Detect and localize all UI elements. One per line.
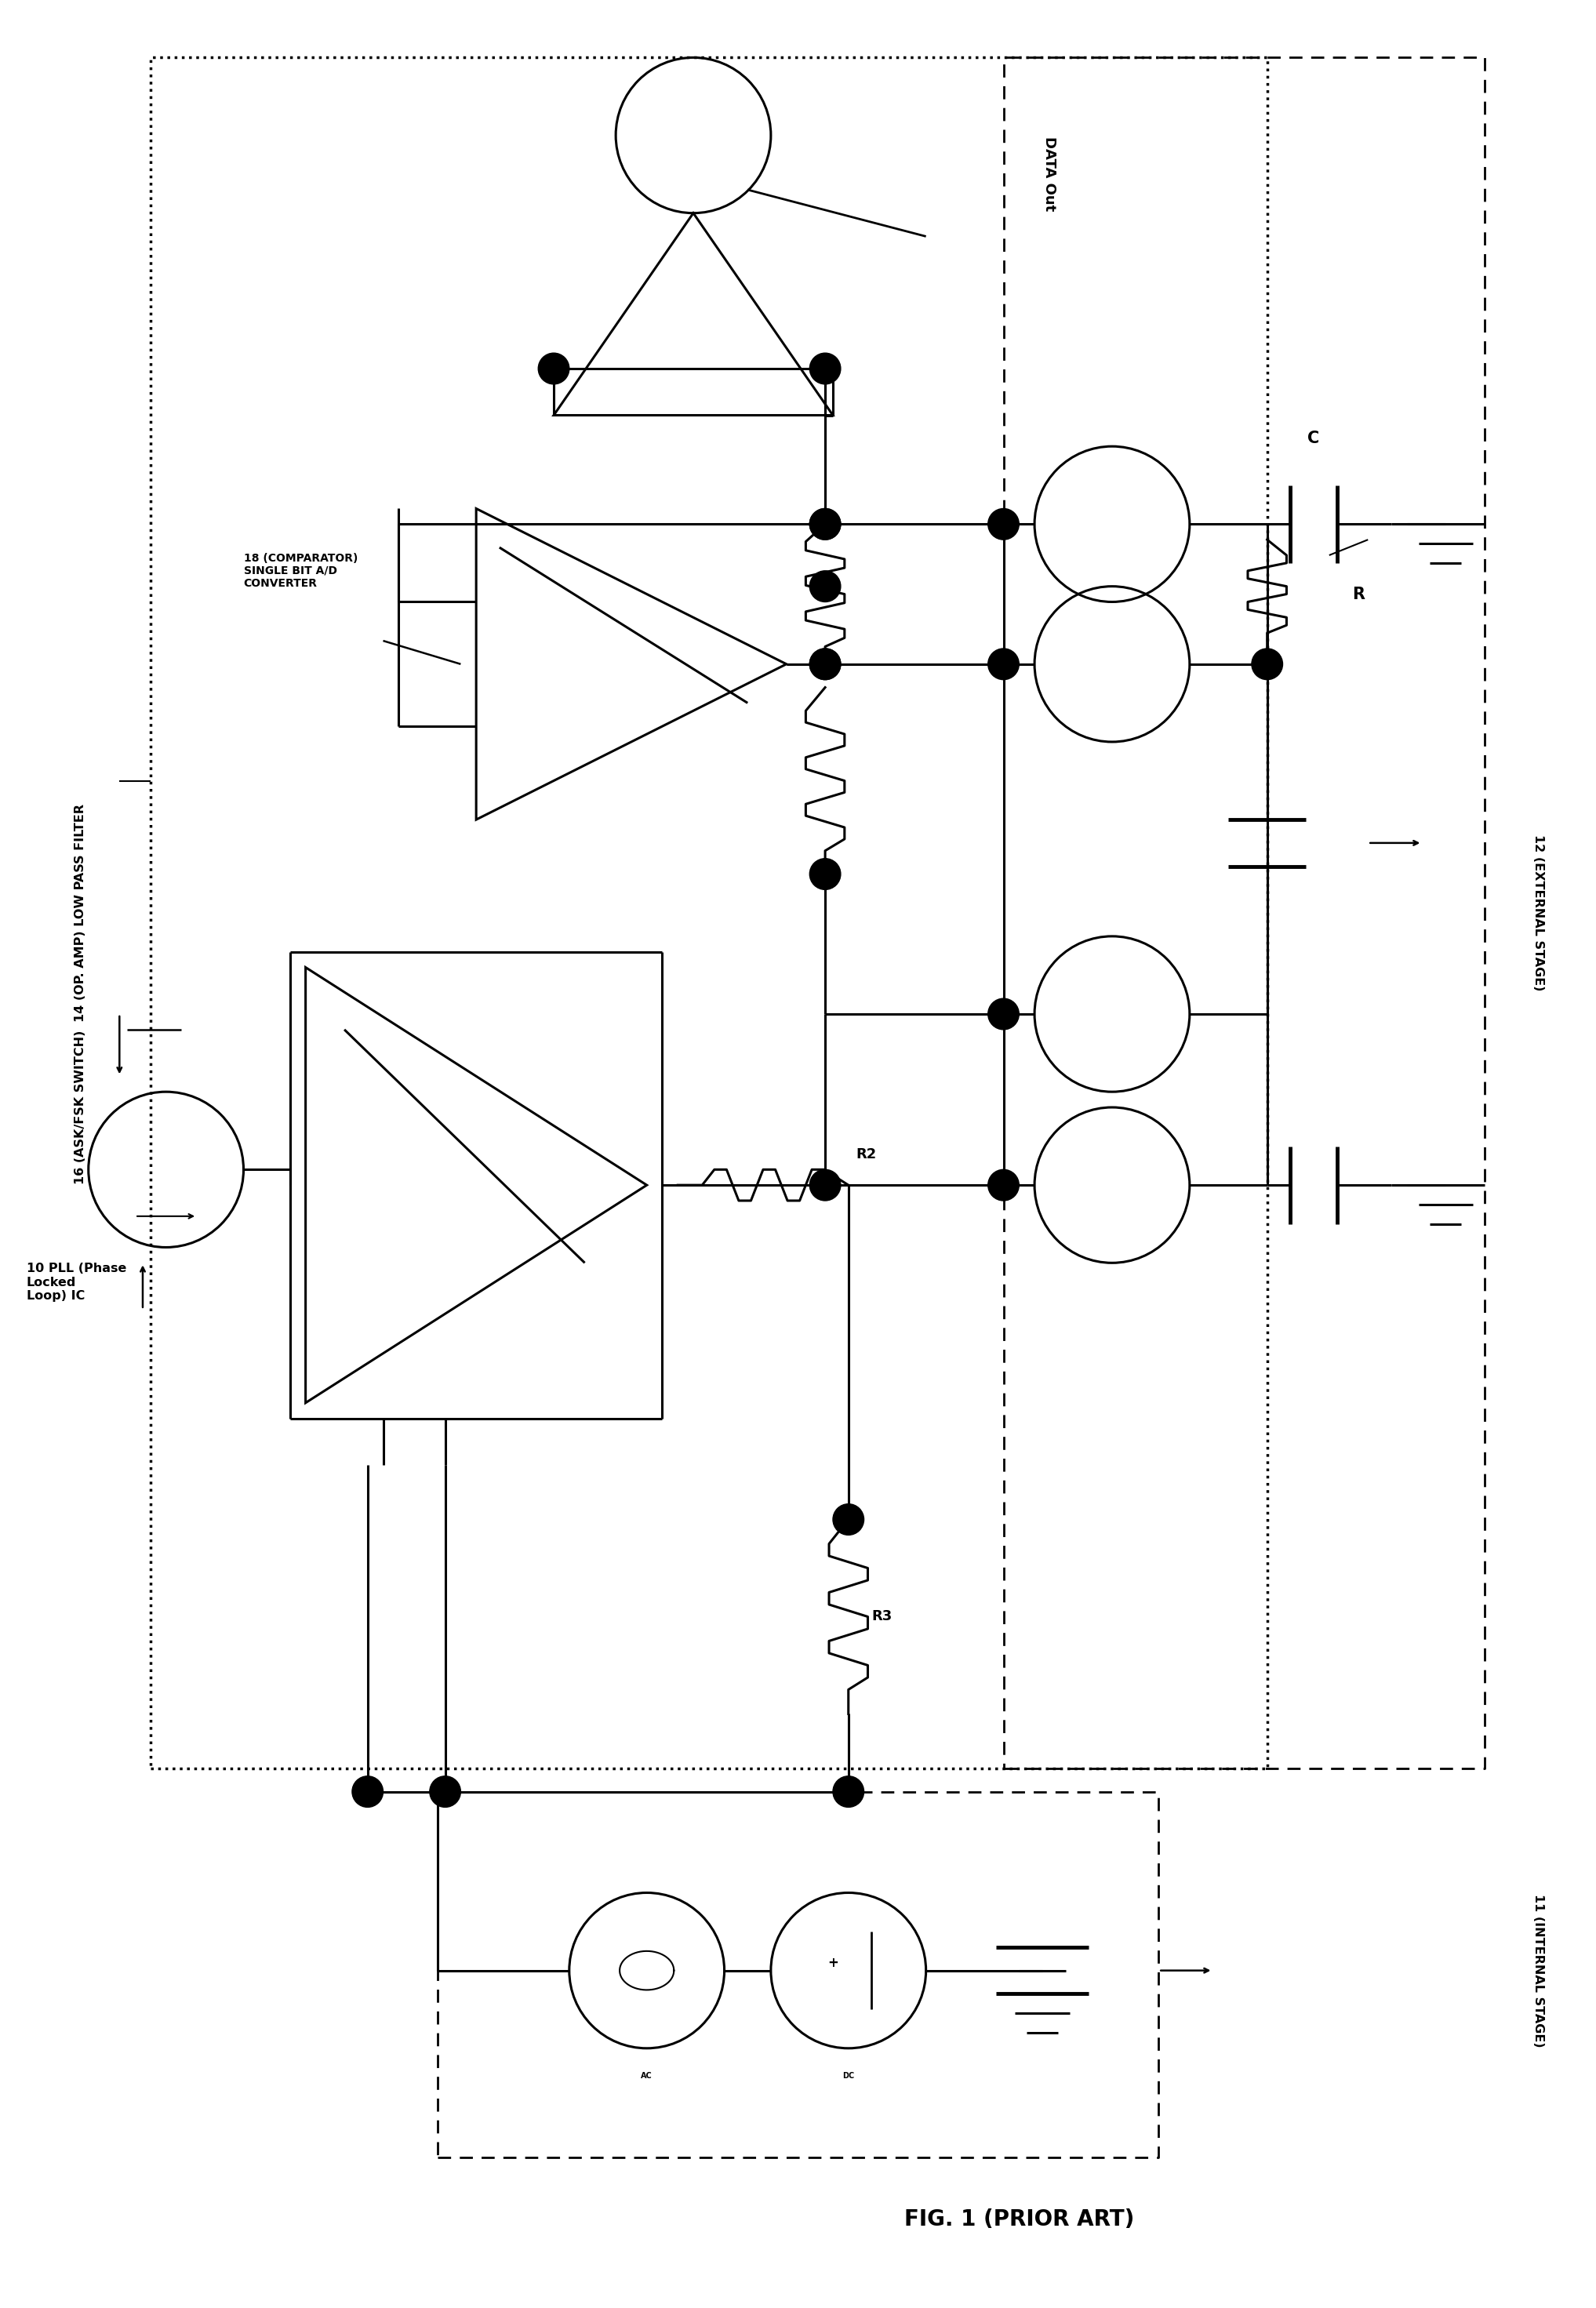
Text: DATA Out: DATA Out xyxy=(1042,136,1057,212)
Text: 11 (INTERNAL STAGE): 11 (INTERNAL STAGE) xyxy=(1532,1895,1545,2047)
Text: R3: R3 xyxy=(871,1609,892,1625)
Text: +: + xyxy=(827,1955,838,1969)
Circle shape xyxy=(809,859,841,889)
Text: 16 (ASK/FSK SWITCH): 16 (ASK/FSK SWITCH) xyxy=(75,1029,86,1184)
Circle shape xyxy=(809,1170,841,1200)
Text: R2: R2 xyxy=(855,1147,876,1161)
Text: DC: DC xyxy=(843,2073,854,2080)
Circle shape xyxy=(809,570,841,602)
Circle shape xyxy=(538,353,570,383)
Text: 14 (OP. AMP) LOW PASS FILTER: 14 (OP. AMP) LOW PASS FILTER xyxy=(75,803,86,1022)
Text: 10 PLL (Phase
Locked
Loop) IC: 10 PLL (Phase Locked Loop) IC xyxy=(27,1262,126,1302)
Text: FIG. 1 (PRIOR ART): FIG. 1 (PRIOR ART) xyxy=(903,2209,1135,2230)
Text: AC: AC xyxy=(642,2073,653,2080)
Circle shape xyxy=(429,1777,461,1807)
Circle shape xyxy=(833,1505,863,1535)
Circle shape xyxy=(988,999,1018,1029)
Circle shape xyxy=(809,649,841,679)
Circle shape xyxy=(988,649,1018,679)
Circle shape xyxy=(809,508,841,540)
Circle shape xyxy=(988,1170,1018,1200)
Circle shape xyxy=(809,353,841,383)
Text: 18 (COMPARATOR)
SINGLE BIT A/D
CONVERTER: 18 (COMPARATOR) SINGLE BIT A/D CONVERTER xyxy=(244,552,358,589)
Text: R: R xyxy=(1352,586,1365,602)
Circle shape xyxy=(809,649,841,679)
Text: 12 (EXTERNAL STAGE): 12 (EXTERNAL STAGE) xyxy=(1532,835,1545,990)
Text: C: C xyxy=(1307,432,1320,445)
Circle shape xyxy=(833,1777,863,1807)
Circle shape xyxy=(988,508,1018,540)
Circle shape xyxy=(809,508,841,540)
Circle shape xyxy=(353,1777,383,1807)
Circle shape xyxy=(1251,649,1283,679)
